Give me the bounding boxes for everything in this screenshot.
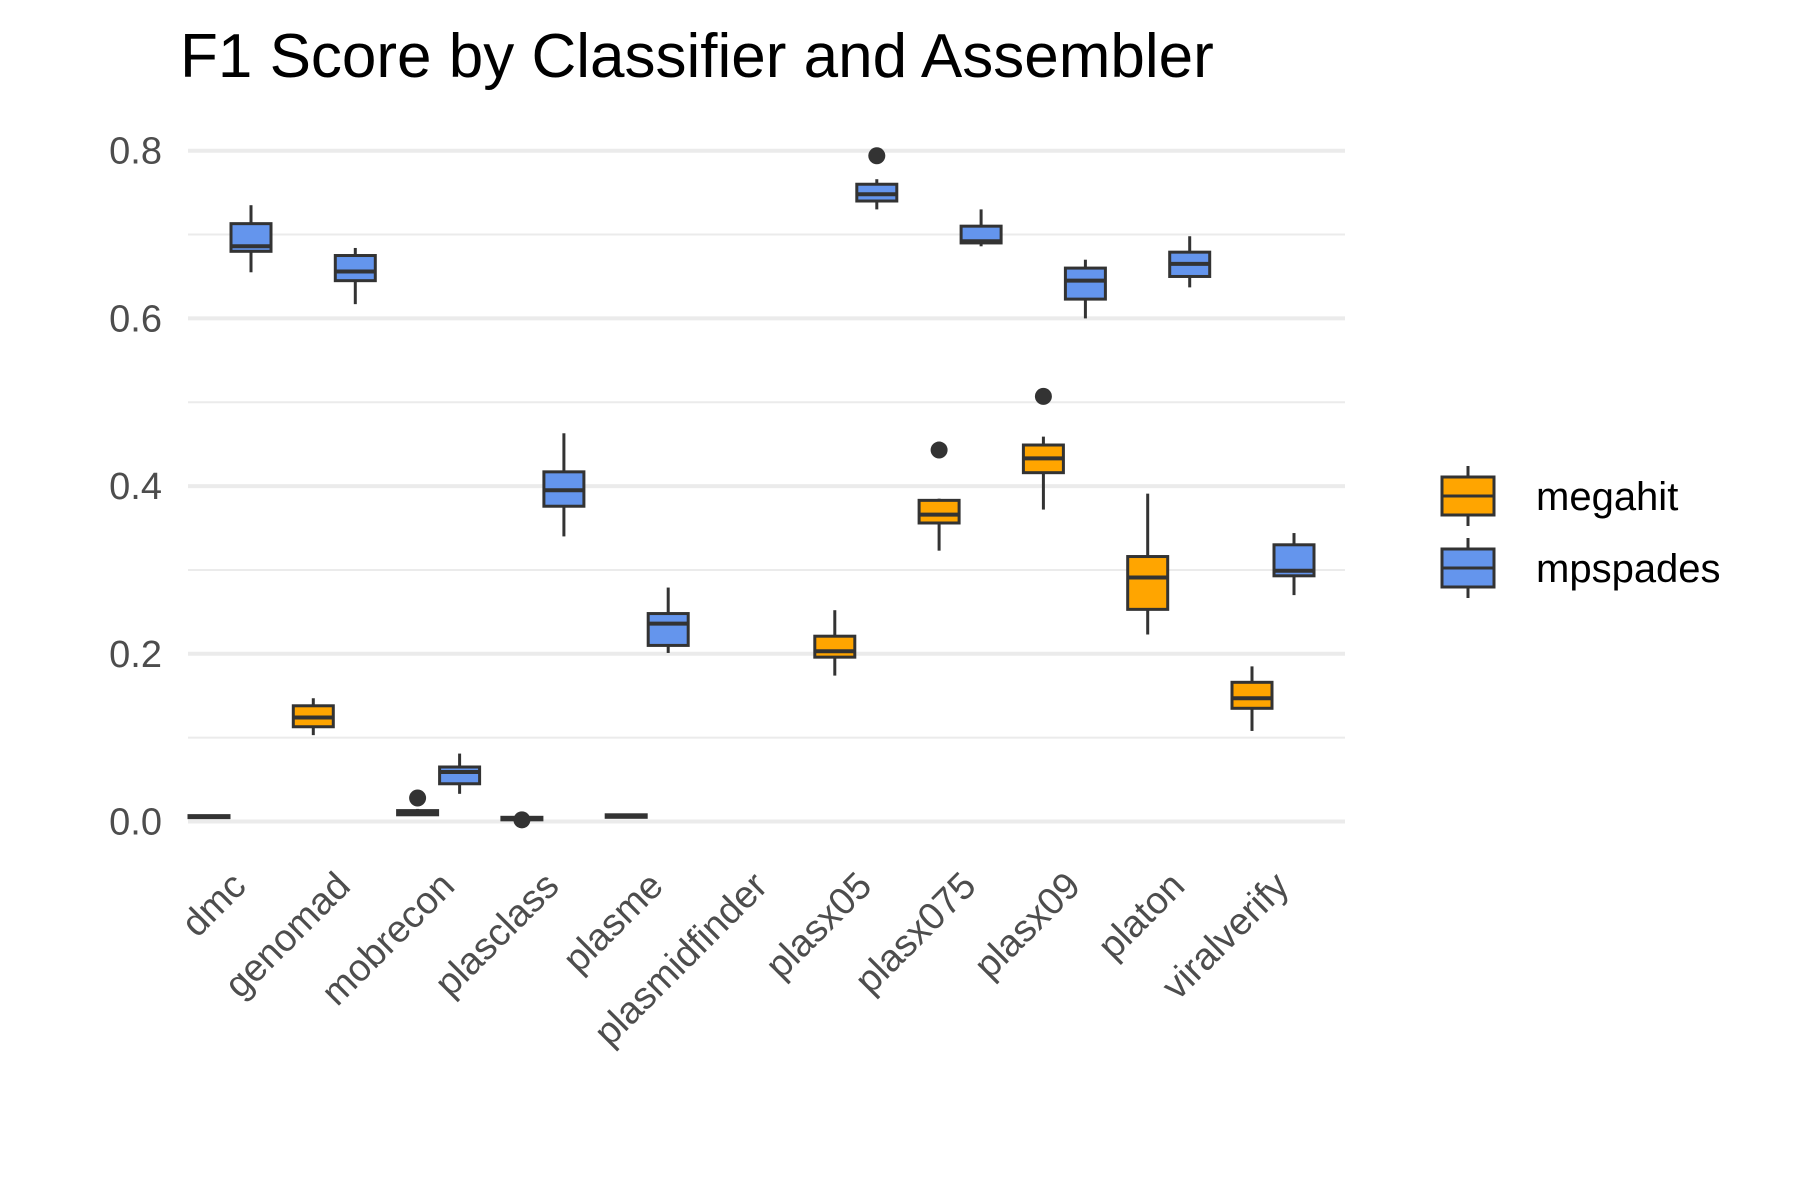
iqr-box xyxy=(333,254,377,283)
box-mpspades-plasme xyxy=(646,587,690,653)
y-tick-label-0-0: 0.0 xyxy=(109,802,162,844)
legend-label-megahit: megahit xyxy=(1536,475,1678,519)
box-mpspades-plasx05 xyxy=(855,147,899,210)
x-axis: dmcgenomadmobreconplasclassplasmeplasmid… xyxy=(174,864,1297,1054)
box-megahit-plasclass xyxy=(500,811,544,829)
iqr-box xyxy=(438,765,482,786)
y-tick-label-0-2: 0.2 xyxy=(109,634,162,676)
legend-item-mpspades: mpspades xyxy=(1440,538,1721,598)
box-mpspades-plasx09 xyxy=(1063,259,1107,319)
y-tick-label-0-6: 0.6 xyxy=(109,298,162,340)
box-mpspades-dmc xyxy=(229,205,273,273)
box-mpspades-genomad xyxy=(333,247,377,305)
box-megahit-genomad xyxy=(291,698,335,736)
box-mpspades-viralverify xyxy=(1272,533,1316,596)
x-tick-label-dmc: dmc xyxy=(174,865,254,945)
iqr-box xyxy=(1230,680,1274,710)
x-tick-label-platon: platon xyxy=(1090,865,1193,968)
box-megahit-plasx09 xyxy=(1021,387,1065,510)
chart-title: F1 Score by Classifier and Assembler xyxy=(180,22,1214,91)
series-mpspades xyxy=(229,147,1316,794)
box-megahit-plasx05 xyxy=(813,610,857,676)
iqr-box xyxy=(917,498,961,525)
outlier-point-1 xyxy=(930,441,948,459)
iqr-box xyxy=(646,612,690,647)
box-mpspades-mobrecon xyxy=(438,753,482,794)
y-tick-label-0-8: 0.8 xyxy=(109,131,162,173)
legend-label-mpspades: mpspades xyxy=(1536,547,1721,591)
gridlines xyxy=(188,148,1345,824)
box-mpspades-plasclass xyxy=(542,433,586,537)
box-megahit-platon xyxy=(1126,493,1170,635)
box-mpspades-platon xyxy=(1168,236,1212,288)
box-megahit-dmc xyxy=(187,814,231,820)
iqr-box xyxy=(1063,266,1107,301)
y-tick-label-0-4: 0.4 xyxy=(109,466,162,508)
y-axis: 0.0 0.2 0.4 0.6 0.8 xyxy=(109,131,162,844)
box-series xyxy=(187,147,1316,829)
box-megahit-mobrecon xyxy=(396,789,440,817)
outlier-point-1 xyxy=(1034,387,1052,405)
outlier-point-1 xyxy=(513,811,531,829)
legend-item-megahit: megahit xyxy=(1440,466,1678,526)
box-megahit-plasx075 xyxy=(917,441,961,551)
box-mpspades-plasx075 xyxy=(959,209,1003,247)
series-megahit xyxy=(187,387,1274,829)
iqr-box xyxy=(813,634,857,659)
box-megahit-viralverify xyxy=(1230,666,1274,731)
x-tick-label-plasx09: plasx09 xyxy=(966,865,1088,987)
iqr-box xyxy=(1126,555,1170,611)
outlier-point-1 xyxy=(868,147,886,165)
legend: megahit mpspades xyxy=(1440,466,1721,598)
box-megahit-plasme xyxy=(604,813,648,819)
outlier-point-1 xyxy=(409,789,427,807)
